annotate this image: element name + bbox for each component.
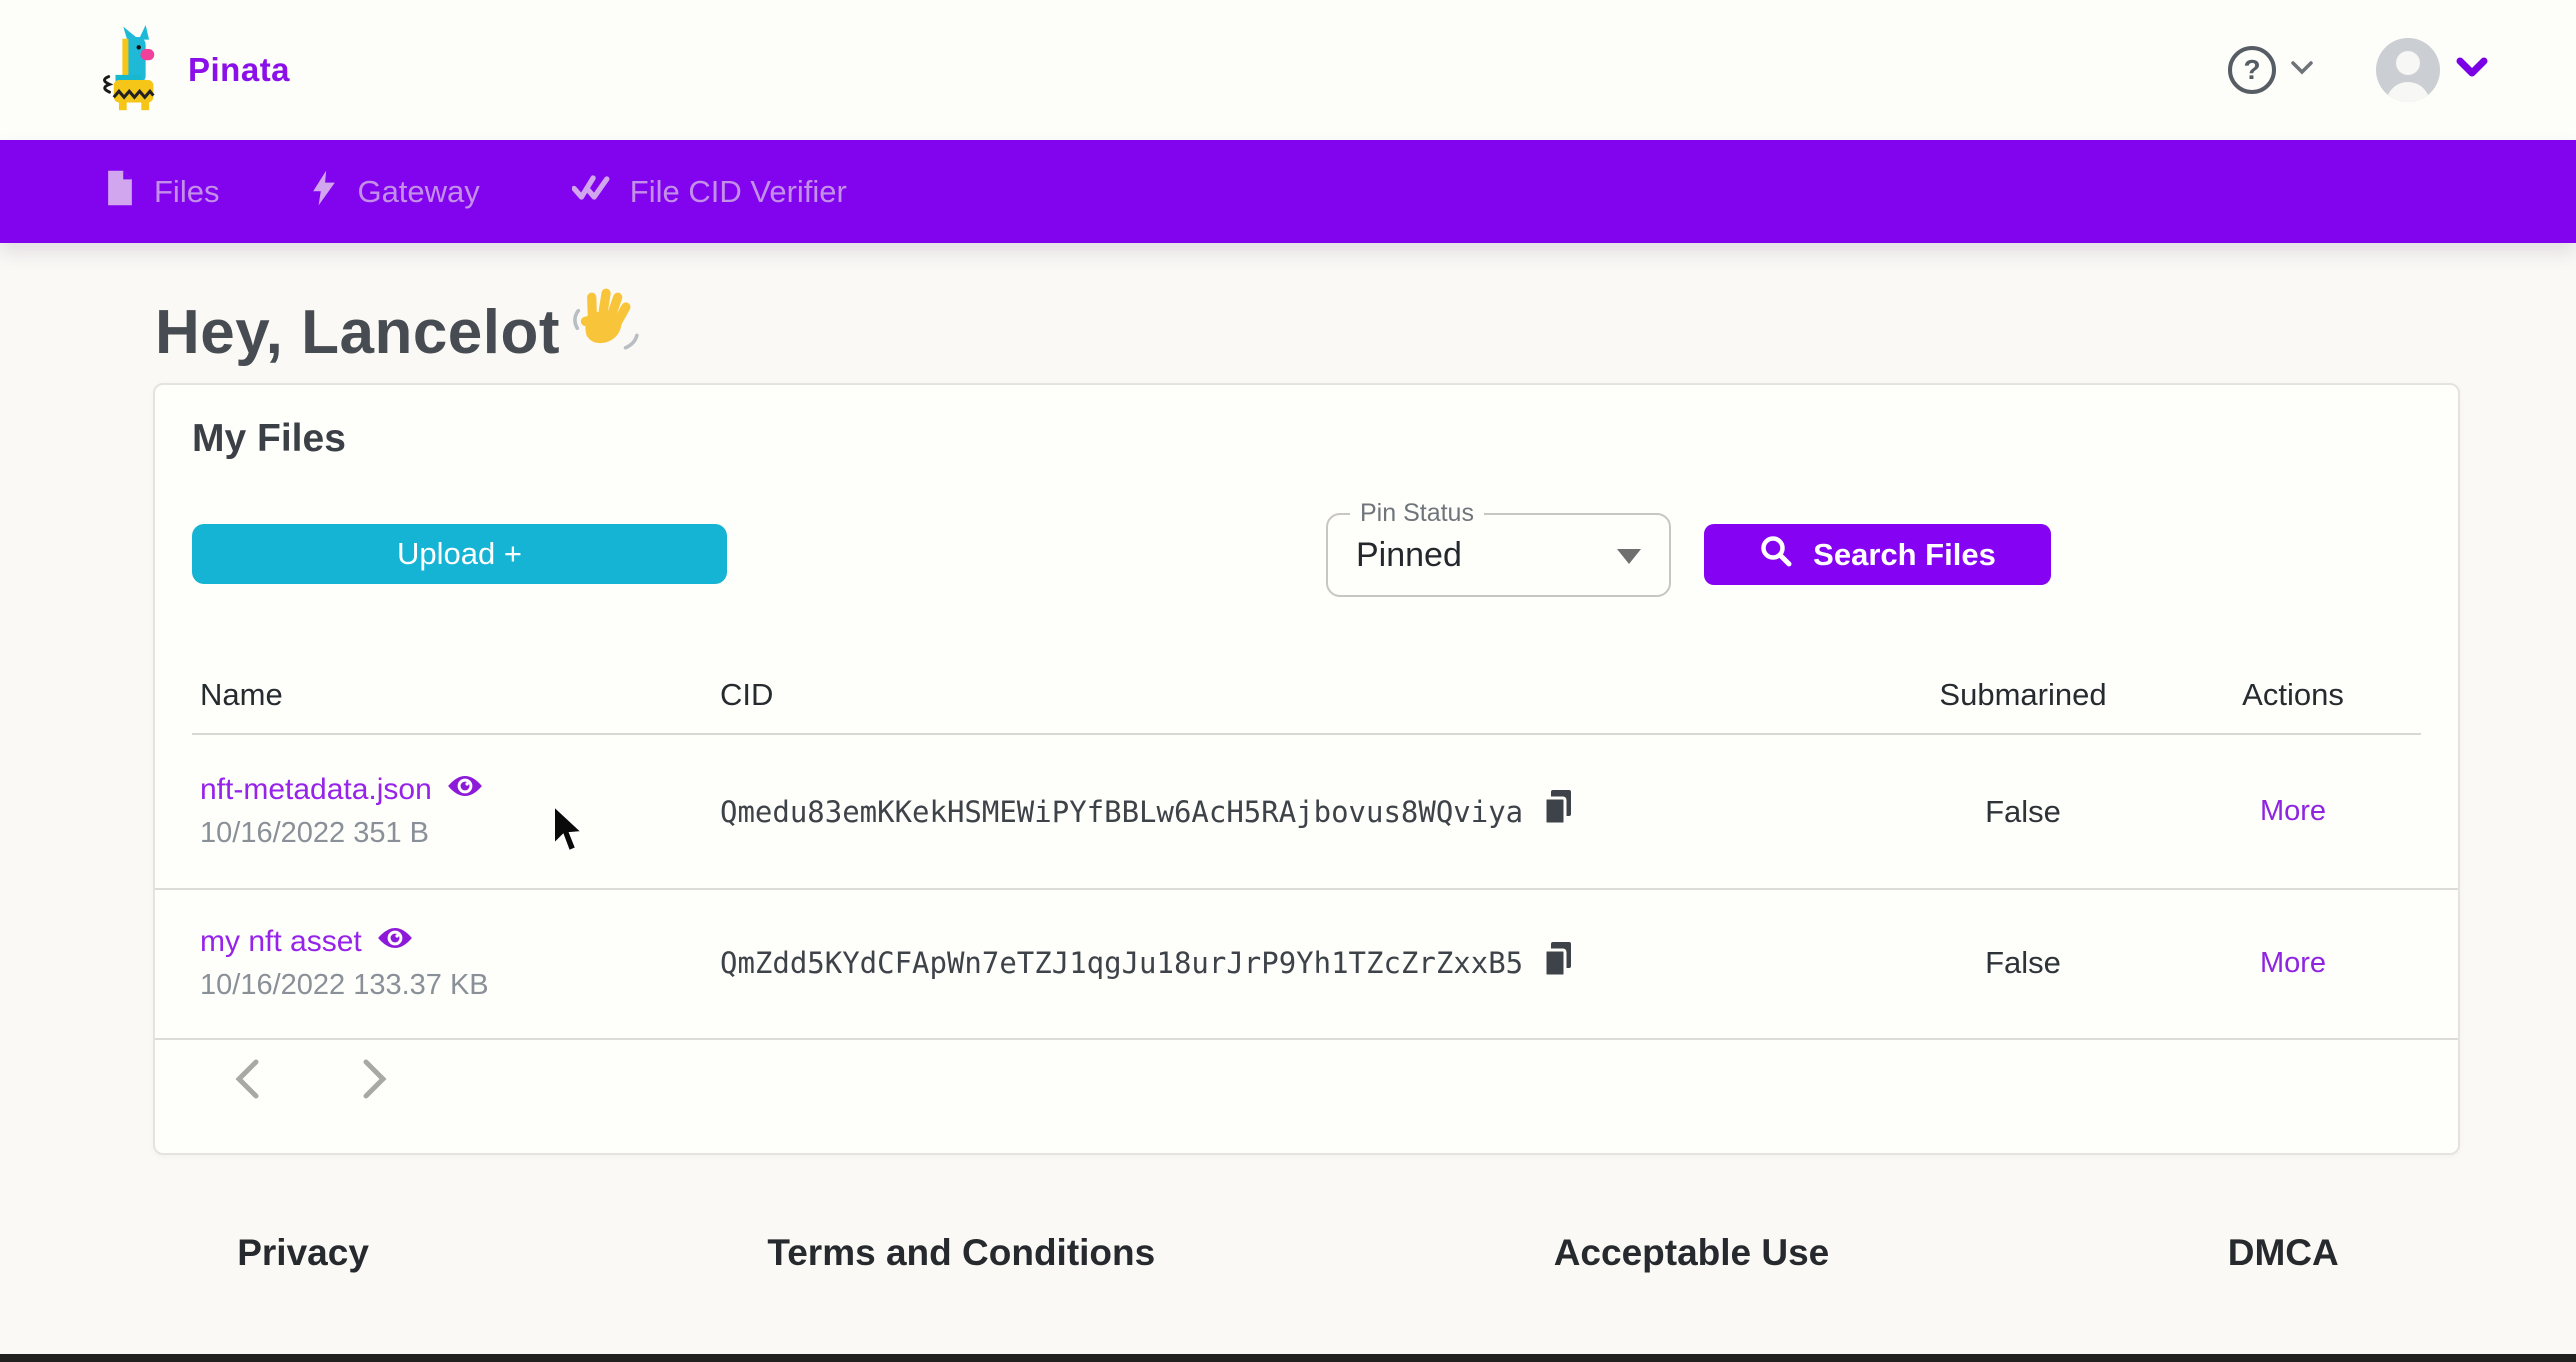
column-header-actions: Actions: [2242, 677, 2344, 712]
table-bottom-divider: [155, 1038, 2458, 1040]
card-title: My Files: [192, 417, 346, 460]
cid-value: Qmedu83emKKekHSMEWiPYfBBLw6AcH5RAjbovus8…: [720, 794, 1524, 829]
table-row: my nft asset 10/16/2022 133.37 KB QmZdd5…: [155, 888, 2458, 1038]
table-row: nft-metadata.json 10/16/2022 351 B Qmedu…: [155, 735, 2458, 888]
main-nav: Files Gateway File CID Verifier: [0, 140, 2576, 243]
file-meta: 10/16/2022 133.37 KB: [200, 968, 489, 1001]
brand-home-link[interactable]: Pinata: [100, 22, 290, 119]
bottom-bar: [0, 1354, 2576, 1362]
account-menu-button[interactable]: [2376, 38, 2488, 102]
upload-button[interactable]: Upload +: [192, 524, 727, 584]
waving-hand-emoji: [568, 284, 642, 373]
help-icon: ?: [2228, 46, 2276, 94]
footer-link-dmca[interactable]: DMCA: [2227, 1232, 2339, 1273]
page-title: Hey, Lancelot👋: [155, 288, 642, 377]
row-divider: [155, 888, 2458, 890]
header-actions: ?: [2228, 38, 2488, 102]
more-actions-link[interactable]: More: [2259, 946, 2327, 979]
pin-status-select[interactable]: Pin Status Pinned: [1326, 499, 1671, 597]
chevron-down-icon: [2456, 57, 2488, 84]
copy-icon[interactable]: [1543, 941, 1573, 982]
eye-icon: [446, 773, 484, 807]
column-header-cid: CID: [720, 677, 774, 712]
pagination: [231, 1057, 391, 1106]
search-icon: [1759, 534, 1793, 576]
table-header-divider: [192, 733, 2421, 735]
footer-link-acceptable-use[interactable]: Acceptable Use: [1553, 1232, 1830, 1273]
file-meta: 10/16/2022 351 B: [200, 817, 429, 849]
file-name-link[interactable]: my nft asset: [200, 925, 720, 959]
footer-link-terms[interactable]: Terms and Conditions: [767, 1232, 1156, 1273]
column-header-name: Name: [200, 677, 283, 712]
more-actions-link[interactable]: More: [2259, 795, 2327, 827]
eye-icon: [376, 925, 414, 959]
file-icon: [106, 170, 134, 214]
nav-item-label: Files: [154, 173, 220, 209]
nav-item-file-cid-verifier[interactable]: File CID Verifier: [571, 173, 847, 211]
avatar: [2376, 38, 2440, 102]
chevron-down-icon: [2290, 60, 2314, 81]
table-header-row: Name CID Submarined Actions: [155, 677, 2458, 713]
double-check-icon: [571, 173, 610, 211]
footer: Privacy Terms and Conditions Acceptable …: [38, 1232, 2538, 1274]
pinata-llama-logo-icon: [100, 22, 162, 119]
brand-name: Pinata: [188, 51, 291, 88]
copy-icon[interactable]: [1543, 789, 1573, 830]
pin-status-label: Pin Status: [1350, 499, 1484, 528]
footer-link-privacy[interactable]: Privacy: [237, 1232, 369, 1273]
nav-item-label: File CID Verifier: [629, 173, 847, 209]
column-header-submarined: Submarined: [1939, 677, 2107, 712]
chevron-right-icon[interactable]: [361, 1057, 391, 1106]
mouse-cursor-icon: [548, 803, 585, 859]
top-header: Pinata ?: [0, 0, 2576, 140]
my-files-card: My Files Upload + Pin Status Pinned Sear…: [153, 383, 2460, 1155]
triangle-down-icon: [1617, 549, 1641, 564]
chevron-left-icon[interactable]: [231, 1057, 261, 1106]
nav-item-gateway[interactable]: Gateway: [311, 170, 480, 214]
nav-item-label: Gateway: [357, 173, 480, 209]
pin-status-value: Pinned: [1356, 536, 1462, 574]
submarined-value: False: [1985, 793, 2061, 829]
help-menu-button[interactable]: ?: [2228, 46, 2314, 94]
nav-item-files[interactable]: Files: [106, 170, 219, 214]
file-name-link[interactable]: nft-metadata.json: [200, 773, 720, 807]
cid-value: QmZdd5KYdCFApWn7eTZJ1qgJu18urJrP9Yh1TZcZ…: [720, 946, 1524, 980]
submarined-value: False: [1985, 945, 2061, 980]
search-files-button[interactable]: Search Files: [1704, 524, 2051, 585]
lightning-bolt-icon: [311, 170, 337, 214]
